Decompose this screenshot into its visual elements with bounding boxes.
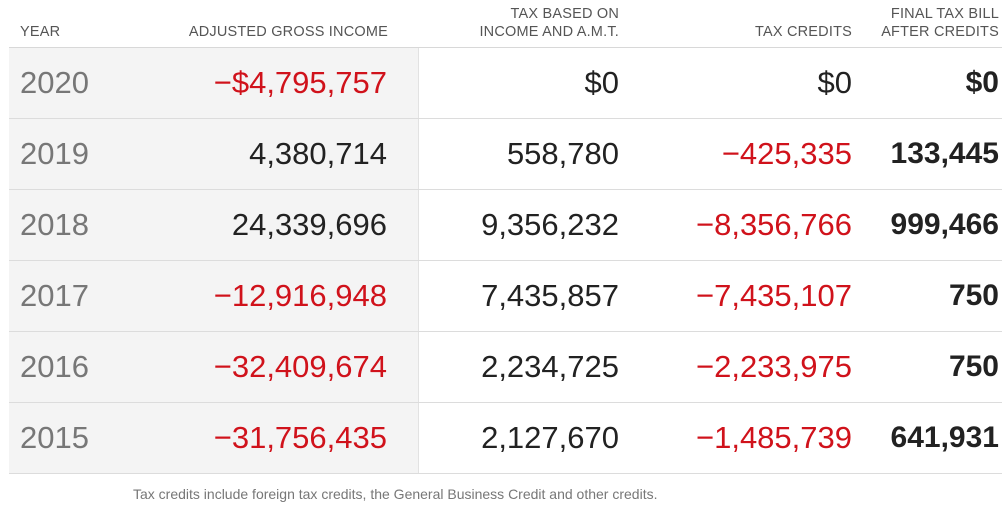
table-row: 2018 24,339,696 9,356,232 −8,356,766 999… — [9, 190, 1002, 261]
agi-value: 4,380,714 — [249, 136, 387, 171]
tax-value: 9,356,232 — [481, 207, 619, 242]
credits-value: −1,485,739 — [695, 420, 852, 455]
year-agi-cell: 2020 −$4,795,757 — [9, 48, 419, 118]
credits-value: −8,356,766 — [695, 207, 852, 242]
header-year-agi: YEAR ADJUSTED GROSS INCOME — [9, 0, 419, 47]
final-value: $0 — [965, 66, 999, 99]
table-row: 2019 4,380,714 558,780 −425,335 133,445 — [9, 119, 1002, 190]
footnote: Tax credits include foreign tax credits,… — [133, 486, 658, 502]
header-final-line2: AFTER CREDITS — [881, 24, 999, 40]
credits-value: $0 — [817, 65, 852, 100]
credits-value: −425,335 — [721, 136, 852, 171]
tax-value: 2,127,670 — [481, 420, 619, 455]
credits-value: −2,233,975 — [695, 349, 852, 384]
table-row: 2016 −32,409,674 2,234,725 −2,233,975 75… — [9, 332, 1002, 403]
year-value: 2016 — [20, 349, 89, 384]
header-tax-line1: TAX BASED ON — [510, 6, 619, 22]
agi-value: −12,916,948 — [213, 278, 387, 313]
year-value: 2020 — [20, 65, 89, 100]
final-value: 133,445 — [890, 137, 999, 170]
agi-value: −32,409,674 — [213, 349, 387, 384]
year-agi-cell: 2015 −31,756,435 — [9, 403, 419, 473]
table-row: 2020 −$4,795,757 $0 $0 $0 — [9, 48, 1002, 119]
agi-value: −31,756,435 — [213, 420, 387, 455]
header-agi: ADJUSTED GROSS INCOME — [188, 24, 388, 40]
header-year: YEAR — [20, 24, 61, 40]
year-value: 2017 — [20, 278, 89, 313]
tax-table: YEAR ADJUSTED GROSS INCOME TAX BASED ON … — [9, 0, 1002, 474]
agi-value: −$4,795,757 — [213, 65, 387, 100]
year-agi-cell: 2016 −32,409,674 — [9, 332, 419, 402]
final-value: 750 — [948, 350, 999, 383]
header-credits: TAX CREDITS — [755, 24, 852, 40]
year-agi-cell: 2017 −12,916,948 — [9, 261, 419, 331]
tax-value: 558,780 — [506, 136, 619, 171]
tax-value: 2,234,725 — [481, 349, 619, 384]
header-final: FINAL TAX BILL AFTER CREDITS — [860, 0, 1002, 47]
final-value: 641,931 — [890, 421, 999, 454]
tax-value: $0 — [584, 65, 619, 100]
header-tax-line2: INCOME AND A.M.T. — [479, 24, 619, 40]
year-value: 2018 — [20, 207, 89, 242]
tax-value: 7,435,857 — [481, 278, 619, 313]
final-value: 999,466 — [890, 208, 999, 241]
year-value: 2019 — [20, 136, 89, 171]
year-value: 2015 — [20, 420, 89, 455]
credits-value: −7,435,107 — [695, 278, 852, 313]
final-value: 750 — [948, 279, 999, 312]
year-agi-cell: 2018 24,339,696 — [9, 190, 419, 260]
table-row: 2015 −31,756,435 2,127,670 −1,485,739 64… — [9, 403, 1002, 474]
year-agi-cell: 2019 4,380,714 — [9, 119, 419, 189]
agi-value: 24,339,696 — [231, 207, 387, 242]
header-tax: TAX BASED ON INCOME AND A.M.T. — [419, 0, 644, 47]
table-row: 2017 −12,916,948 7,435,857 −7,435,107 75… — [9, 261, 1002, 332]
table-header: YEAR ADJUSTED GROSS INCOME TAX BASED ON … — [9, 0, 1002, 48]
header-final-line1: FINAL TAX BILL — [890, 6, 999, 22]
